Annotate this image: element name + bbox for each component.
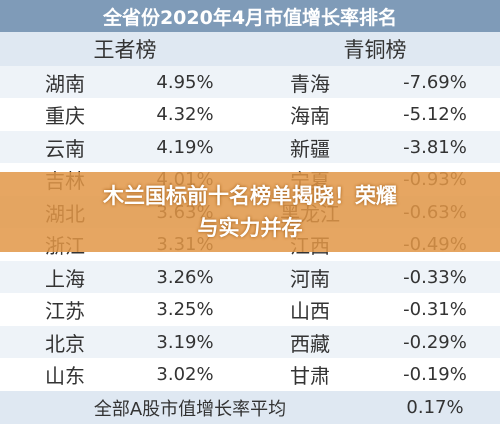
table-row [0, 293, 500, 326]
table-row [0, 98, 500, 131]
table-row [0, 261, 500, 293]
table-row [0, 326, 500, 358]
table-cell: 重庆 [45, 104, 85, 128]
table-cell: 湖南 [45, 71, 85, 96]
table-cell: 河南 [290, 266, 330, 291]
table-cell: 新疆 [290, 136, 330, 161]
footer-cell: 全部A股市值增长率平均 [93, 398, 287, 420]
table-cell: -0.19% [403, 364, 467, 385]
table-row [0, 358, 500, 391]
table-cell: 北京 [45, 331, 85, 356]
header-cell: 王者榜 [93, 38, 157, 62]
table-cell: -5.12% [403, 104, 467, 125]
table-cell: 4.32% [156, 104, 214, 125]
header-row [0, 32, 500, 66]
table-cell: 青海 [290, 71, 330, 96]
table-cell: 4.95% [156, 71, 214, 93]
table-cell: -3.81% [403, 136, 467, 158]
table-cell: 3.02% [156, 364, 214, 385]
table-cell: -0.33% [403, 266, 467, 288]
footer-row [0, 391, 500, 424]
table-cell: 江苏 [45, 299, 85, 323]
banner-text: 木兰国标前十名榜单揭晓！荣耀与实力并存 [103, 184, 397, 240]
table-cell: -0.29% [403, 331, 467, 353]
banner: 木兰国标前十名榜单揭晓！荣耀与实力并存 [0, 172, 500, 252]
table-row [0, 131, 500, 163]
table-cell: -7.69% [403, 71, 467, 93]
header-cell: 青铜榜 [343, 38, 407, 62]
table-cell: 云南 [45, 136, 85, 161]
table-cell: 4.19% [156, 136, 214, 158]
table-cell: 3.19% [156, 331, 214, 353]
table-cell: 甘肃 [290, 364, 330, 388]
table-cell: 山西 [290, 299, 330, 323]
table-cell: 上海 [45, 266, 85, 291]
table-cell: 3.26% [156, 266, 214, 288]
table-title: 全省份2020年4月市值增长率排名 [0, 0, 500, 32]
table-cell: -0.31% [403, 299, 467, 320]
footer-cell: 0.17% [406, 397, 464, 418]
table-cell: 山东 [45, 364, 85, 388]
table-row [0, 66, 500, 98]
table-cell: 海南 [290, 104, 330, 128]
table-cell: 3.25% [156, 299, 214, 320]
table-cell: 西藏 [290, 331, 330, 356]
